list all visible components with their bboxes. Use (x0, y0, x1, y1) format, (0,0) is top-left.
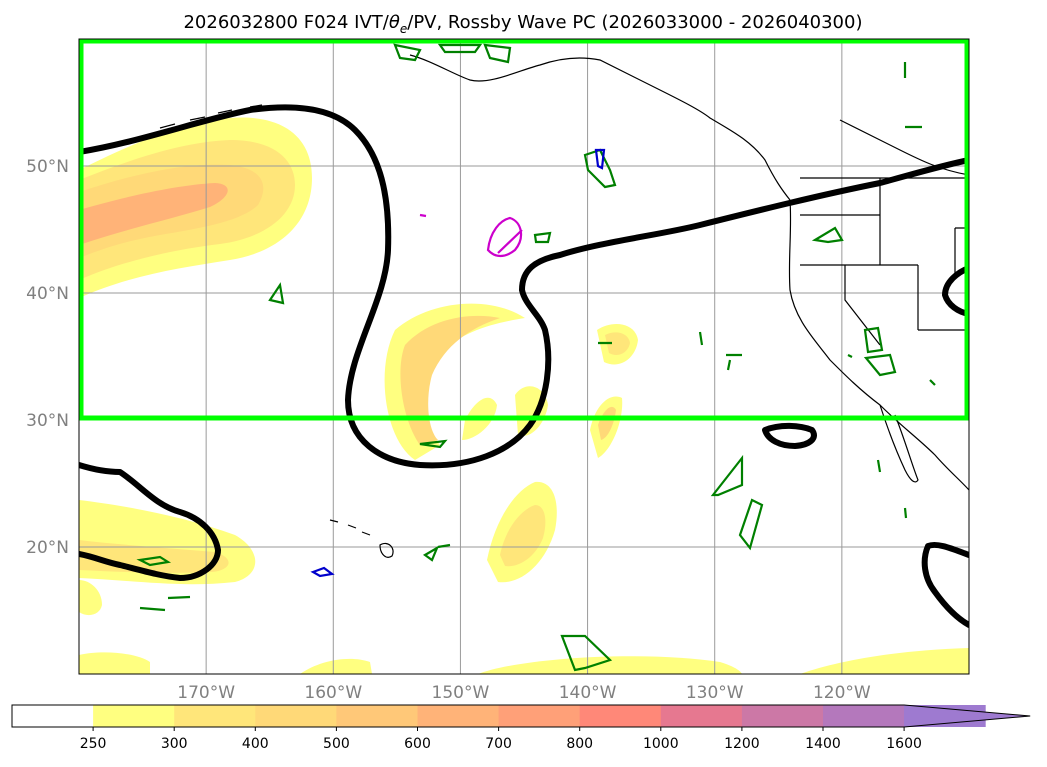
colorbar-segment (417, 705, 500, 727)
lat-tick-label: 30°N (26, 411, 69, 431)
colorbar-tick-label: 600 (404, 736, 431, 752)
lon-tick-label: 160°W (304, 683, 362, 703)
pv-contour-s4 (136, 555, 172, 567)
ivt-plume-north-max (79, 183, 228, 245)
colorbar-tick-label: 1200 (724, 736, 760, 752)
ivt-arc-central-inner (400, 315, 500, 445)
pv-contour-box2 (533, 231, 552, 244)
ivt-blob-d-inner (598, 406, 616, 440)
colorbar-segment (579, 705, 662, 727)
colorbar-tick-label: 700 (485, 736, 512, 752)
rossby-pc-box (79, 39, 969, 421)
ivt-strip-bottom-2 (300, 658, 372, 674)
colorbar-segment (741, 705, 824, 727)
map-panel (79, 39, 969, 674)
colorbar-tick-label: 300 (161, 736, 188, 752)
alaska-coast (409, 54, 791, 201)
pv-contour-e1 (811, 226, 844, 244)
hawaii (329, 519, 394, 558)
ivt-blob-c-inner (605, 332, 630, 355)
colorbar: 250 300 400 500 600 700 800 1000 1200 1400 1600 (11, 704, 1031, 752)
pv-contour-s3 (560, 634, 613, 672)
pv-contour-s6 (167, 595, 191, 600)
colorbar-tick-label: 800 (566, 736, 593, 752)
magenta-contour (486, 216, 523, 258)
colorbar-tick-label: 1400 (805, 736, 841, 752)
map-frame (78, 38, 970, 675)
pv-contour-e3 (863, 353, 897, 377)
pv-contour-s7 (422, 543, 451, 562)
baja-california (879, 404, 919, 483)
pv-contour-s5 (139, 606, 166, 612)
theta-e-contours (310, 148, 606, 578)
colorbar-outline (11, 704, 1031, 728)
ivt-strip-bottom-1 (79, 652, 150, 674)
us-state-lines (800, 178, 969, 346)
pv-contour-n3 (483, 43, 512, 64)
colorbar-segment (336, 705, 418, 727)
colorbar-tick-label: 250 (80, 736, 107, 752)
pv-contour-n2 (437, 43, 483, 54)
colorbar-segment (255, 705, 337, 727)
colorbar-segment (93, 705, 175, 727)
highlight-box-outline (79, 39, 969, 421)
colorbar-tick-label: 500 (323, 736, 350, 752)
pv-contours (136, 43, 969, 672)
interior-land (839, 119, 969, 176)
rossby-contour-sw (79, 462, 221, 581)
colorbar-tick-label: 1000 (643, 736, 679, 752)
na-west-coast (788, 199, 969, 491)
colorbar-segment (12, 705, 94, 727)
pv-contour-n1 (393, 43, 422, 62)
lat-tick-label: 50°N (26, 157, 69, 177)
lon-tick-label: 130°W (686, 683, 744, 703)
colorbar-tick-label: 1600 (886, 736, 922, 752)
ivt-blob-west-small (79, 580, 102, 616)
ivt-plume-south-inner (500, 505, 546, 567)
colorbar-extend-max (904, 705, 1031, 727)
magenta-dot (419, 213, 427, 218)
colorbar-segment (174, 705, 256, 727)
colorbar-tick-label: 400 (242, 736, 269, 752)
pv-contour-s2 (738, 498, 764, 551)
lon-tick-label: 120°W (813, 683, 871, 703)
pv-contour-s1 (710, 454, 744, 497)
lon-tick-label: 170°W (177, 683, 235, 703)
rossby-wave-contours (79, 104, 969, 628)
colorbar-segment (660, 705, 743, 727)
rossby-contour-main (79, 104, 969, 469)
pv-contour-e2 (863, 326, 884, 354)
rossby-contour-se2 (762, 422, 817, 449)
colorbar-segment (823, 705, 905, 727)
ivt-strip-bottom-3 (478, 656, 742, 674)
lat-tick-label: 40°N (26, 284, 69, 304)
latitude-tick-labels: 20°N 30°N 40°N 50°N (26, 157, 69, 558)
pv-contour-s8 (419, 439, 448, 449)
pv-contour-w1 (268, 282, 285, 305)
lon-tick-label: 150°W (432, 683, 490, 703)
lat-tick-label: 20°N (26, 538, 69, 558)
chart-title: 2026032800 F024 IVT/θe/PV, Rossby Wave P… (183, 12, 862, 36)
rossby-contour-se1 (942, 265, 969, 317)
longitude-tick-labels: 170°W 160°W 150°W 140°W 130°W 120°W (177, 683, 871, 703)
lon-tick-label: 140°W (559, 683, 617, 703)
blue-contour-2 (310, 566, 335, 578)
rossby-contour-se3 (921, 542, 969, 628)
colorbar-segment (498, 705, 581, 727)
blue-contour-1 (594, 148, 606, 170)
coastline (129, 54, 969, 558)
